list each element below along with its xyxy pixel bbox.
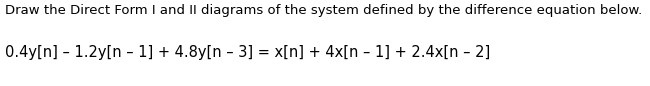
Text: 0.4y[n] – 1.2y[n – 1] + 4.8y[n – 3] = x[n] + 4x[n – 1] + 2.4x[n – 2]: 0.4y[n] – 1.2y[n – 1] + 4.8y[n – 3] = x[… <box>5 45 491 60</box>
Text: Draw the Direct Form I and II diagrams of the system defined by the difference e: Draw the Direct Form I and II diagrams o… <box>5 4 642 17</box>
